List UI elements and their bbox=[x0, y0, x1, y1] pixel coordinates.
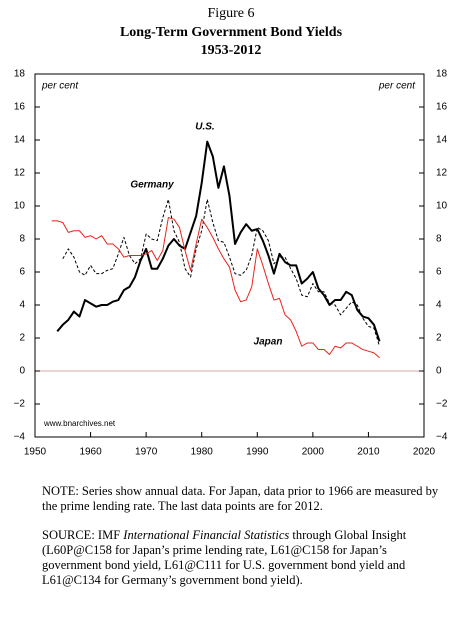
y2-tick-label: −2 bbox=[436, 399, 448, 410]
x-tick-label: 1960 bbox=[79, 447, 102, 458]
y2-tick-label: 14 bbox=[436, 135, 448, 146]
y-tick-label: 12 bbox=[14, 168, 26, 179]
figure-label: Figure 6 bbox=[207, 6, 254, 21]
plot-frame bbox=[34, 73, 425, 438]
chart: Figure 6 Long-Term Government Bond Yield… bbox=[14, 6, 448, 458]
y-tick-label: −2 bbox=[14, 399, 26, 410]
x-tick-label: 1990 bbox=[246, 447, 269, 458]
x-tick-label: 2010 bbox=[357, 447, 380, 458]
y2-tick-label: 16 bbox=[436, 102, 448, 113]
series-line bbox=[51, 217, 380, 359]
y-tick-label: −4 bbox=[14, 432, 26, 443]
y2-tick-label: 18 bbox=[436, 69, 448, 80]
y2-tick-label: 4 bbox=[436, 300, 442, 311]
y2-tick-label: 12 bbox=[436, 168, 448, 179]
x-tick-label: 1970 bbox=[135, 447, 158, 458]
series-label: U.S. bbox=[195, 122, 214, 133]
y-tick-label: 18 bbox=[14, 69, 26, 80]
y2-tick-label: 6 bbox=[436, 267, 442, 278]
y-tick-label: 14 bbox=[14, 135, 26, 146]
series-line bbox=[56, 140, 381, 342]
note: NOTE: Series show annual data. For Japan… bbox=[42, 484, 439, 513]
y2-tick-label: −4 bbox=[436, 432, 448, 443]
series-label: Germany bbox=[130, 180, 174, 191]
y2-tick-label: 10 bbox=[436, 201, 448, 212]
chart-title: Long-Term Government Bond Yields bbox=[120, 25, 343, 40]
x-tick-label: 1950 bbox=[24, 447, 47, 458]
chart-subtitle: 1953-2012 bbox=[201, 43, 262, 58]
notes: NOTE: Series show annual data. For Japan… bbox=[42, 484, 442, 602]
y-tick-label: 16 bbox=[14, 102, 26, 113]
y-tick-label: 0 bbox=[19, 366, 25, 377]
y-unit-left: per cent bbox=[41, 81, 79, 92]
x-tick-label: 2020 bbox=[413, 447, 436, 458]
source-text: through Global Insight (L60P@C158 for Ja… bbox=[42, 528, 407, 587]
x-tick-label: 2000 bbox=[302, 447, 325, 458]
y-tick-label: 2 bbox=[19, 333, 25, 344]
y2-tick-label: 0 bbox=[436, 366, 442, 377]
y-tick-label: 8 bbox=[19, 234, 25, 245]
source: SOURCE: IMF International Financial Stat… bbox=[42, 528, 442, 588]
x-tick-label: 1980 bbox=[191, 447, 214, 458]
source-italic: International Financial Statistics bbox=[123, 528, 290, 542]
y-tick-label: 4 bbox=[19, 300, 25, 311]
y-tick-label: 10 bbox=[14, 201, 26, 212]
series-line bbox=[62, 198, 381, 347]
source-text: SOURCE: IMF bbox=[42, 528, 124, 542]
y2-tick-label: 2 bbox=[436, 333, 442, 344]
y2-tick-label: 8 bbox=[436, 234, 442, 245]
source-mark: www.bnarchives.net bbox=[43, 419, 116, 428]
y-tick-label: 6 bbox=[19, 267, 25, 278]
y-unit-right: per cent bbox=[378, 81, 416, 92]
series-label: Japan bbox=[254, 337, 283, 348]
